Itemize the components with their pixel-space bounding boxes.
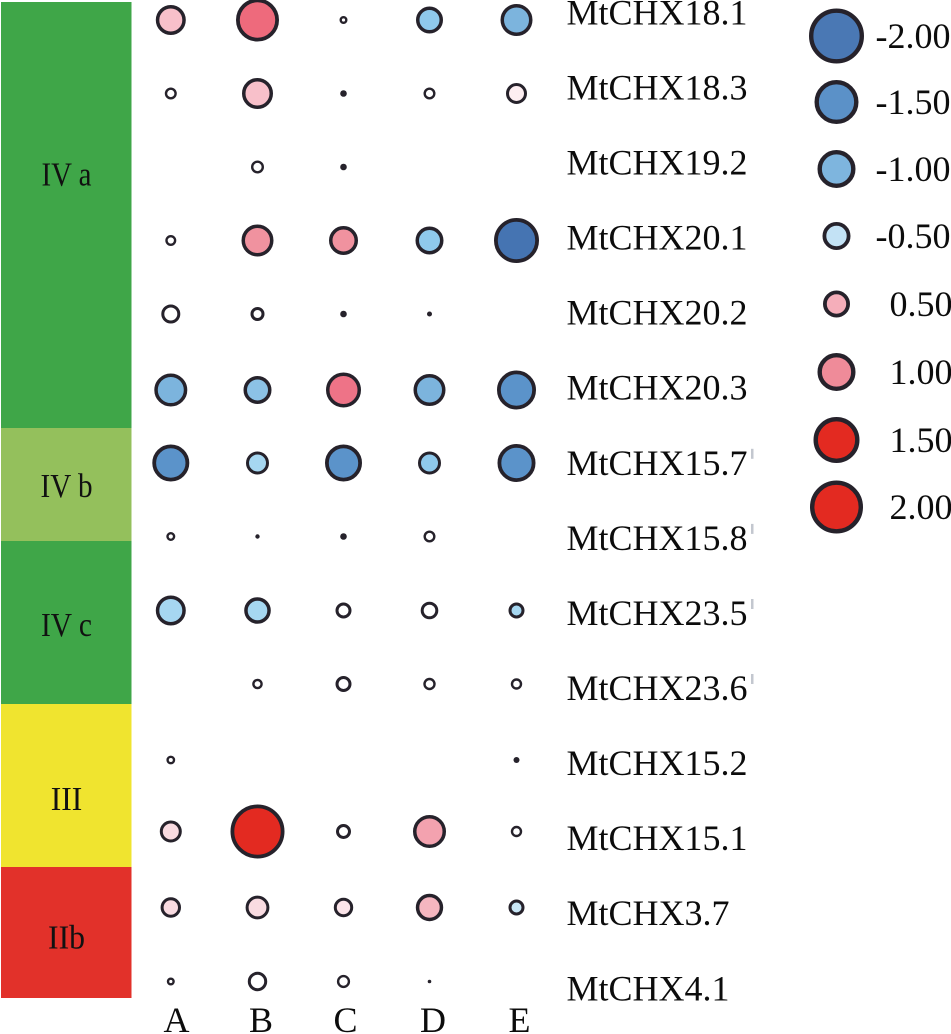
svg-text:MtCHX19.2: MtCHX19.2 [567,143,748,183]
svg-text:III: III [51,781,83,818]
svg-text:-0.50: -0.50 [876,216,951,256]
svg-text:IV a: IV a [42,157,92,194]
svg-text:D: D [420,1000,446,1034]
svg-text:E: E [509,1000,531,1034]
svg-text:MtCHX15.1: MtCHX15.1 [567,818,748,858]
svg-text:IIb: IIb [48,920,85,957]
svg-text:1.50: 1.50 [890,420,951,460]
svg-text:A: A [164,1000,190,1034]
svg-text:MtCHX18.1: MtCHX18.1 [567,0,748,32]
svg-text:MtCHX4.1: MtCHX4.1 [567,968,730,1008]
svg-text:MtCHX15.2: MtCHX15.2 [567,743,748,783]
svg-text:IV c: IV c [41,607,92,644]
svg-text:-1.50: -1.50 [876,82,951,122]
svg-text:MtCHX23.5: MtCHX23.5 [567,593,748,633]
svg-text:B: B [249,1000,273,1034]
svg-text:MtCHX3.7: MtCHX3.7 [567,893,730,933]
svg-text:MtCHX15.7: MtCHX15.7 [567,443,748,483]
svg-text:0.50: 0.50 [890,284,951,324]
svg-text:MtCHX20.2: MtCHX20.2 [567,293,748,333]
svg-text:2.00: 2.00 [890,487,951,527]
svg-text:MtCHX18.3: MtCHX18.3 [567,68,748,108]
svg-text:-2.00: -2.00 [876,16,951,56]
svg-text:C: C [333,1000,357,1034]
svg-text:MtCHX23.6: MtCHX23.6 [567,668,748,708]
svg-text:MtCHX20.3: MtCHX20.3 [567,368,748,408]
svg-text:MtCHX20.1: MtCHX20.1 [567,218,748,258]
svg-text:MtCHX15.8: MtCHX15.8 [567,518,748,558]
svg-text:-1.00: -1.00 [876,149,951,189]
svg-text:1.00: 1.00 [890,352,951,392]
svg-text:IV b: IV b [41,468,93,505]
